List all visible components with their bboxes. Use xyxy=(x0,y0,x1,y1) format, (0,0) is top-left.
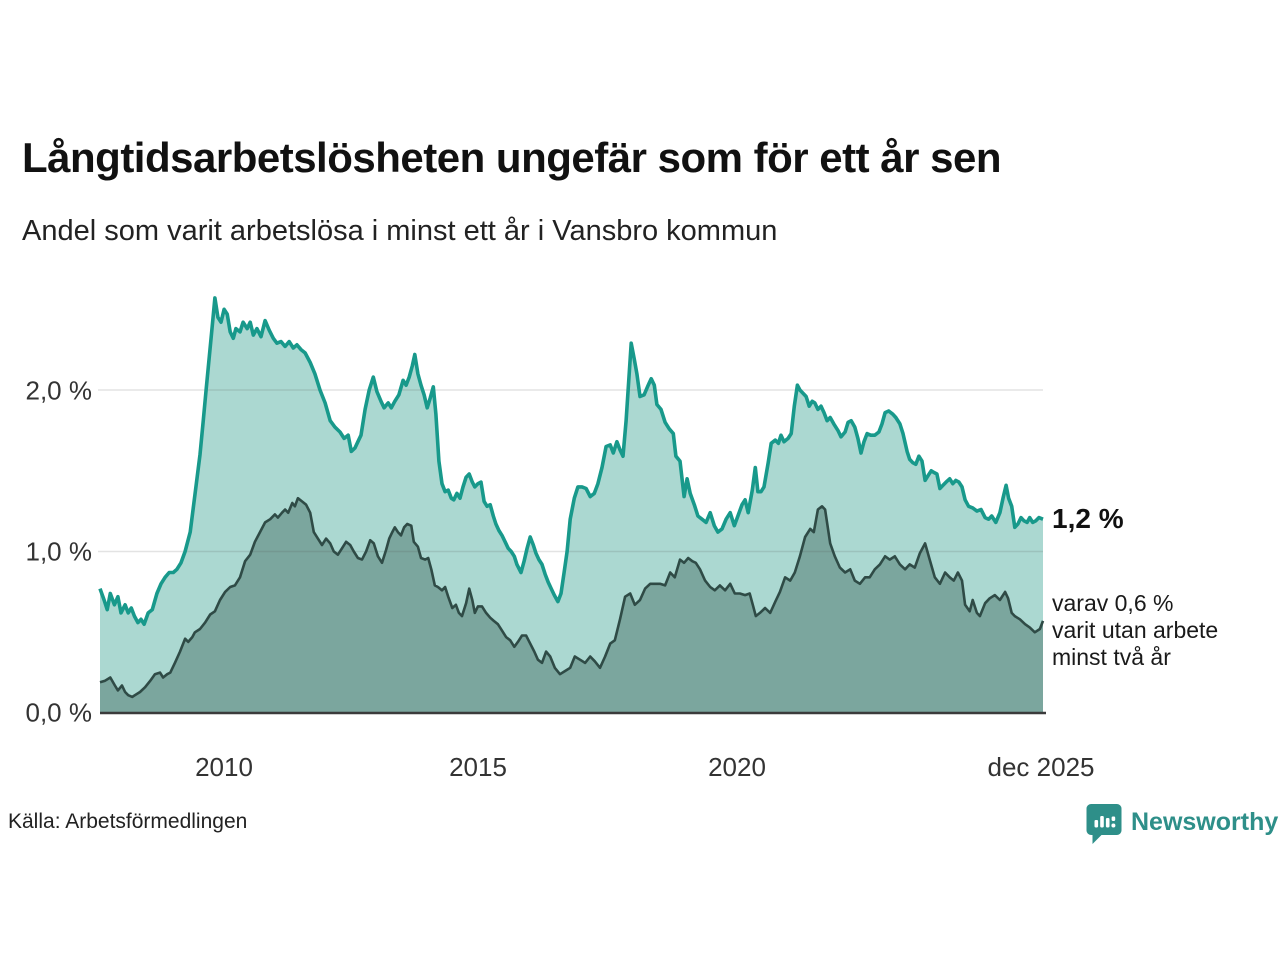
newsworthy-logo-icon xyxy=(1086,803,1122,850)
page-title: Långtidsarbetslösheten ungefär som för e… xyxy=(22,134,1002,181)
y-axis-tick-2: 2,0 % xyxy=(25,375,93,406)
newsworthy-brand: Newsworthy xyxy=(1086,803,1278,850)
series2-line xyxy=(99,496,1045,699)
series2-annotation-line2: varit utan arbete xyxy=(1052,617,1219,643)
series1-end-value-label: 1,2 % xyxy=(1052,503,1124,534)
y-axis-tick-1: 1,0 % xyxy=(25,536,93,567)
newsworthy-wordmark: Newsworthy xyxy=(1131,808,1279,836)
series2-annotation-line3: minst två år xyxy=(1052,644,1171,670)
x-axis-tick-dec-2025: dec 2025 xyxy=(987,752,1095,782)
y-axis-tick-0: 0,0 % xyxy=(25,697,93,728)
series2-annotation-line1: varav 0,6 % xyxy=(1052,590,1174,616)
series2-area xyxy=(100,498,1043,713)
series1-line xyxy=(98,296,1044,626)
page-subtitle: Andel som varit arbetslösa i minst ett å… xyxy=(22,215,778,247)
x-axis-tick-2010: 2010 xyxy=(195,752,253,782)
x-axis-tick-2020: 2020 xyxy=(708,752,766,782)
source-text: Källa: Arbetsförmedlingen xyxy=(8,810,248,833)
x-axis-tick-2015: 2015 xyxy=(449,752,507,782)
series2-annotation: varav 0,6 % varit utan arbete minst två … xyxy=(1052,590,1218,671)
